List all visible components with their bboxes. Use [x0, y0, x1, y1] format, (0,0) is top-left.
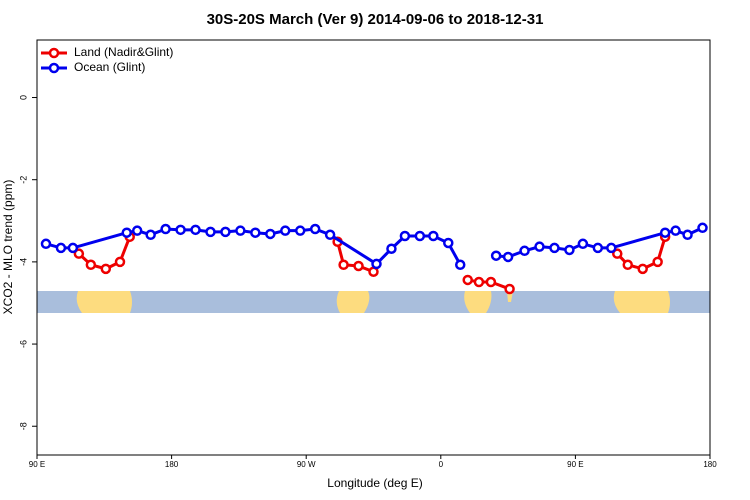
data-point: [682, 229, 693, 241]
y-tick-label: -2: [18, 176, 28, 184]
data-point: [160, 223, 171, 235]
legend-label: Land (Nadir&Glint): [74, 45, 173, 59]
data-point: [100, 263, 112, 275]
data-point: [205, 226, 216, 238]
x-tick-label: 90 W: [297, 460, 316, 469]
x-tick-label: 90 E: [29, 460, 45, 469]
x-axis-label: Longitude (deg E): [327, 476, 422, 490]
data-point: [519, 245, 530, 257]
data-point: [55, 242, 67, 254]
data-point: [462, 274, 473, 286]
y-axis-label: XCO2 - MLO trend (ppm): [1, 180, 15, 315]
data-point: [250, 227, 261, 238]
x-tick-label: 0: [439, 460, 444, 469]
chart-title: 30S-20S March (Ver 9) 2014-09-06 to 2018…: [207, 11, 544, 28]
series-line: [336, 241, 375, 274]
data-point: [670, 225, 681, 236]
data-point: [371, 258, 382, 270]
plot-frame: [36, 39, 711, 456]
data-point: [280, 225, 291, 236]
data-point: [67, 242, 79, 254]
data-point: [428, 230, 439, 242]
data-point: [652, 256, 663, 268]
data-point: [564, 244, 575, 256]
data-point: [485, 276, 497, 288]
legend-marker: [48, 62, 60, 74]
x-tick-label: 90 E: [567, 460, 583, 469]
series-line: [467, 278, 511, 291]
legend-label: Ocean (Glint): [74, 60, 145, 74]
land-shape: [464, 291, 492, 313]
y-tick-label: -6: [18, 340, 28, 348]
data-point: [414, 230, 426, 242]
data-point: [549, 242, 560, 254]
land-shape: [76, 291, 132, 313]
y-tick-label: 0: [18, 95, 28, 100]
ocean-band: [37, 291, 710, 313]
data-point: [697, 222, 708, 234]
data-point: [353, 260, 364, 272]
data-point: [114, 256, 126, 268]
data-point: [612, 248, 623, 259]
data-point: [622, 259, 633, 271]
data-point: [502, 251, 514, 263]
data-point: [220, 226, 231, 238]
data-point: [309, 223, 321, 235]
data-point: [324, 229, 336, 241]
data-point: [338, 259, 349, 271]
data-point: [386, 243, 397, 254]
data-point: [265, 228, 276, 240]
y-tick-label: -4: [18, 258, 28, 266]
data-point: [175, 224, 186, 236]
data-point: [637, 263, 648, 275]
data-point: [592, 242, 604, 254]
data-point: [85, 259, 97, 271]
data-point: [235, 225, 246, 236]
x-tick-label: 180: [703, 460, 717, 469]
legend-marker: [48, 47, 60, 59]
data-point: [40, 238, 52, 250]
data-point: [145, 229, 156, 241]
data-point: [534, 241, 545, 252]
land-shape: [336, 291, 370, 313]
data-point: [577, 238, 589, 250]
y-tick-label: -8: [18, 422, 28, 430]
data-point: [121, 227, 132, 238]
data-point: [473, 276, 485, 288]
x-tick-label: 180: [165, 460, 179, 469]
data-point: [606, 242, 617, 254]
data-point: [504, 283, 515, 295]
data-point: [73, 248, 85, 259]
data-point: [443, 237, 454, 249]
data-point: [659, 227, 671, 238]
data-point: [490, 250, 502, 261]
data-point: [131, 225, 143, 236]
data-point: [294, 225, 306, 236]
data-point: [454, 259, 466, 271]
land-shape: [613, 291, 670, 313]
data-point: [190, 224, 201, 236]
data-point: [399, 230, 411, 242]
map-strip: [37, 291, 710, 313]
